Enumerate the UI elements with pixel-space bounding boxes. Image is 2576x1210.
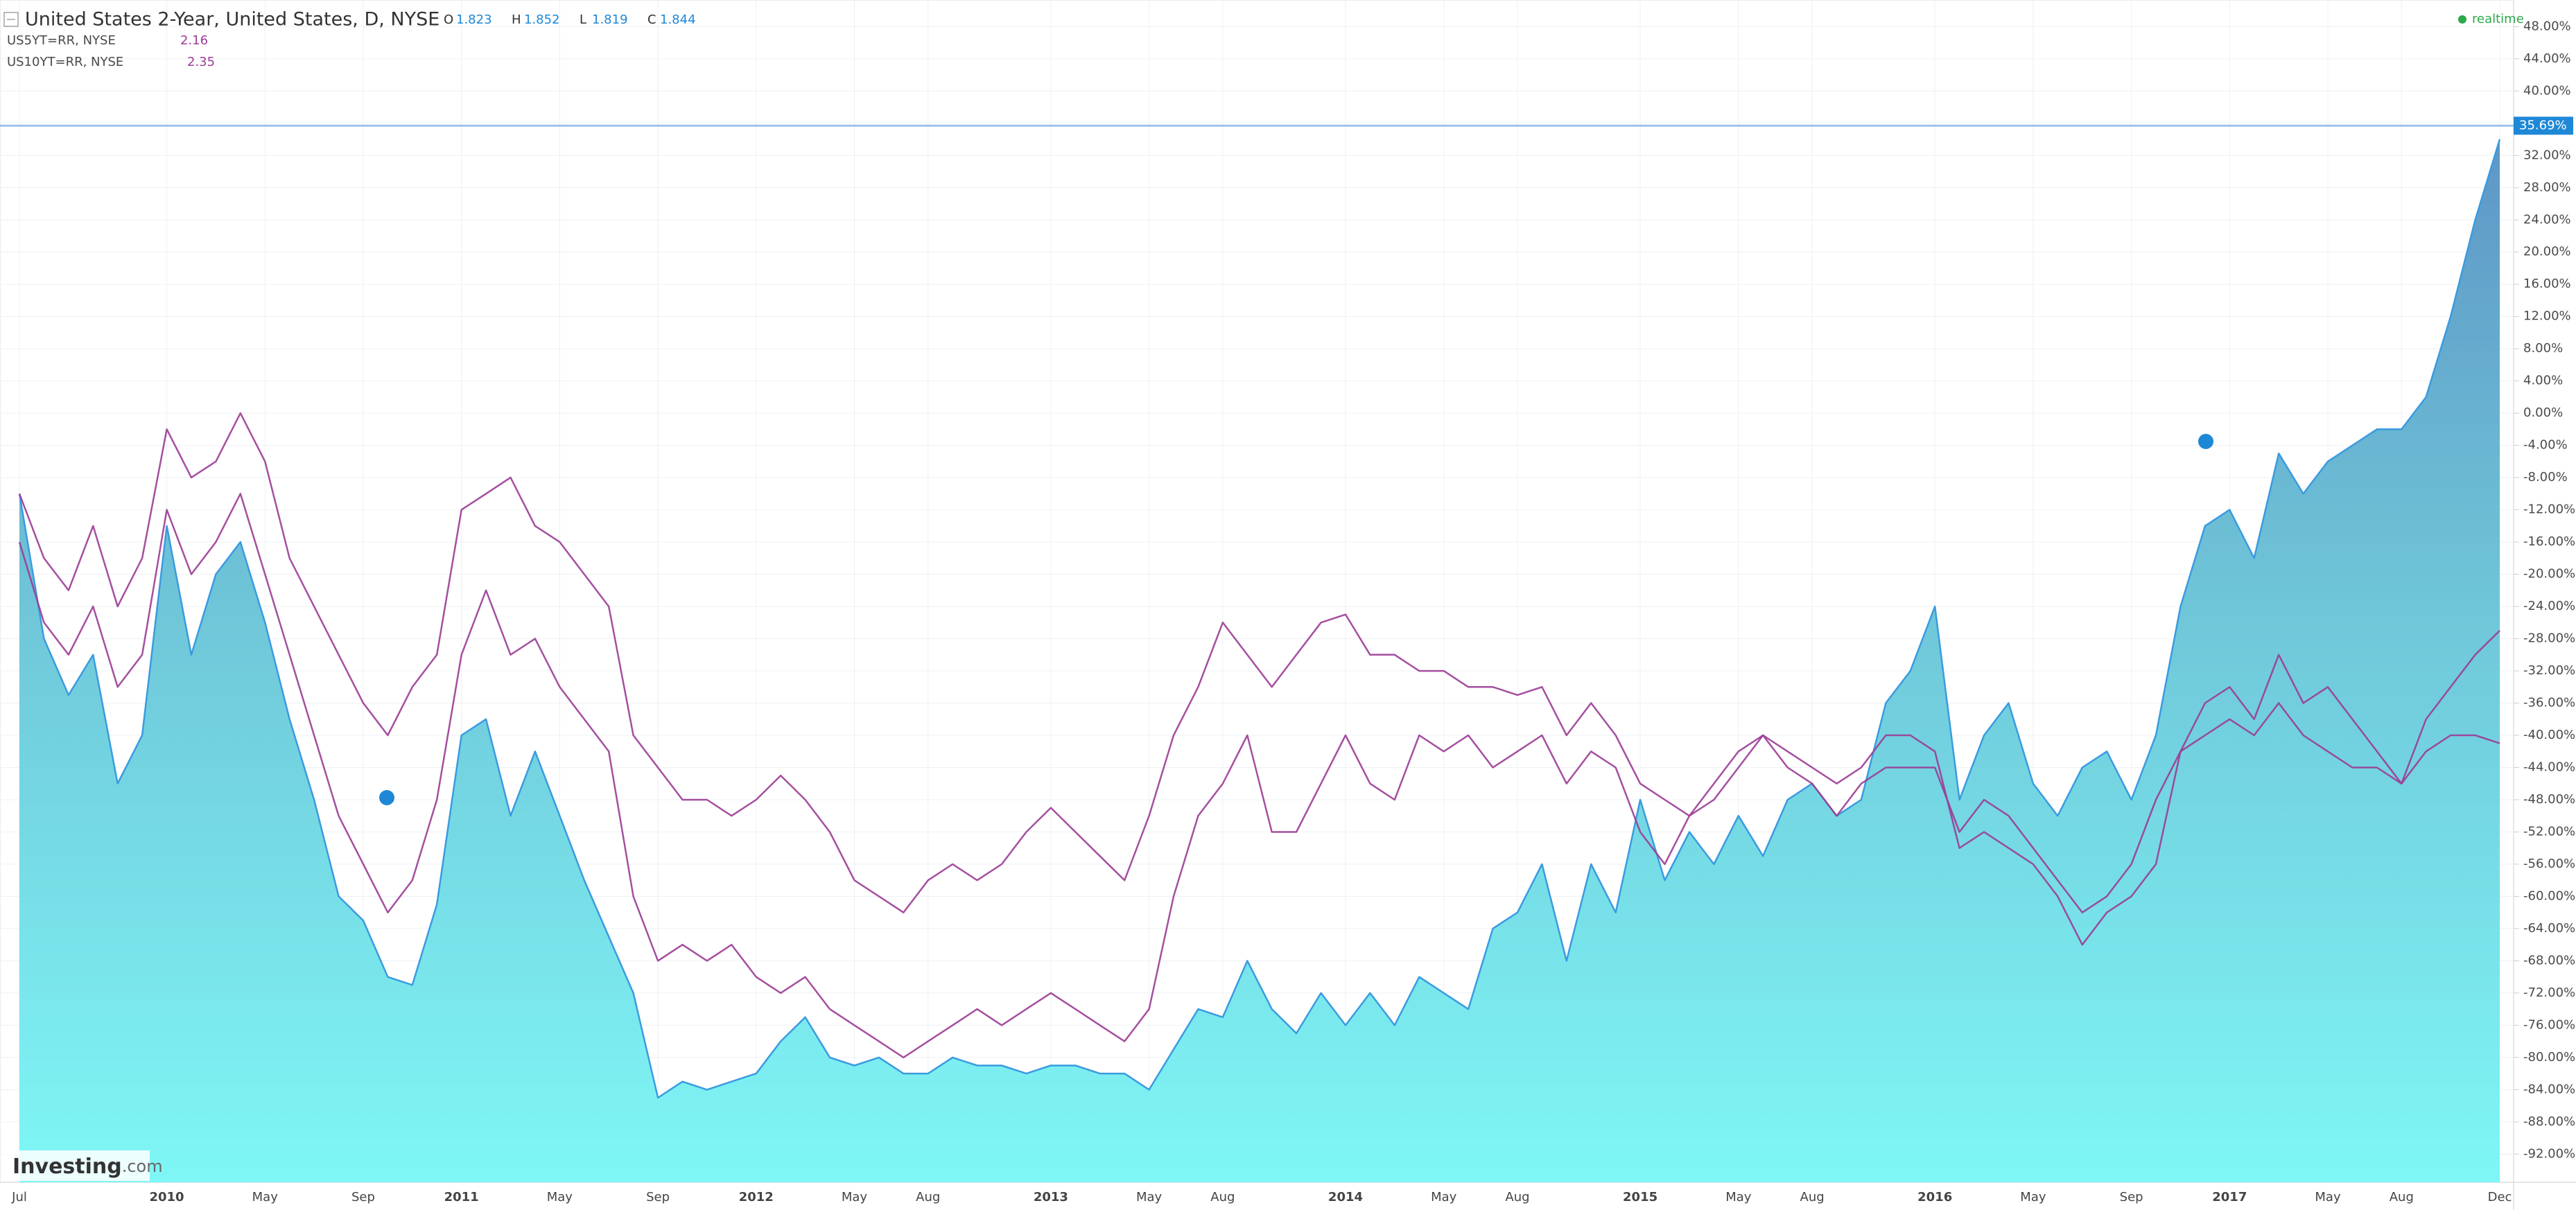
x-tick-label: May xyxy=(547,1190,573,1204)
ohlc-label: C xyxy=(647,12,656,27)
y-tick-label: 16.00% xyxy=(2523,277,2571,291)
y-tick-label: 28.00% xyxy=(2523,180,2571,195)
ohlc-value: 1.823 xyxy=(456,12,492,27)
x-tick-label: May xyxy=(1136,1190,1163,1204)
x-tick-label: May xyxy=(2315,1190,2341,1204)
legend-entry: US10YT=RR, NYSE xyxy=(7,55,123,69)
ohlc-value: 1.852 xyxy=(524,12,560,27)
x-tick-label: 2012 xyxy=(739,1190,774,1204)
logo-box xyxy=(4,1150,150,1181)
y-tick-label: -8.00% xyxy=(2523,470,2568,484)
x-tick-label: Sep xyxy=(2120,1190,2143,1204)
y-tick-label: -84.00% xyxy=(2523,1082,2575,1096)
area-line xyxy=(18,139,2501,1099)
x-tick-label: 2016 xyxy=(1917,1190,1952,1204)
logo-suffix: .com xyxy=(122,1157,163,1176)
series-line xyxy=(18,412,2500,946)
y-tick-label: -92.00% xyxy=(2523,1146,2575,1161)
y-tick-label: -88.00% xyxy=(2523,1114,2575,1129)
x-tick-label: Sep xyxy=(646,1190,670,1204)
x-tick-label: May xyxy=(2020,1190,2046,1204)
series-title: United States 2-Year, United States, D, … xyxy=(25,9,440,30)
ohlc-label: L xyxy=(580,12,586,27)
y-tick-label: -64.00% xyxy=(2523,921,2575,936)
x-tick-label: Aug xyxy=(916,1190,940,1204)
y-tick-label: -44.00% xyxy=(2523,760,2575,775)
x-tick-label: Dec xyxy=(2488,1190,2512,1204)
y-tick-label: 8.00% xyxy=(2523,341,2563,356)
y-tick-label: 4.00% xyxy=(2523,374,2563,388)
layer xyxy=(0,0,2514,1182)
status-dot xyxy=(2458,15,2466,24)
y-tick-label: 20.00% xyxy=(2523,245,2571,259)
y-tick-label: -28.00% xyxy=(2523,631,2575,646)
x-tick-label: 2013 xyxy=(1034,1190,1068,1204)
y-tick-label: -68.00% xyxy=(2523,953,2575,967)
x-tick-label: 2014 xyxy=(1328,1190,1363,1204)
y-tick-label: -76.00% xyxy=(2523,1017,2575,1032)
status: realtime xyxy=(2472,12,2524,26)
y-tick-label: 0.00% xyxy=(2523,405,2563,420)
x-tick-label: 2017 xyxy=(2212,1190,2247,1204)
y-tick-label: -12.00% xyxy=(2523,502,2575,517)
y-tick-label: 48.00% xyxy=(2523,19,2571,33)
legend-value: 2.16 xyxy=(180,33,208,48)
y-tick-label: -56.00% xyxy=(2523,857,2575,871)
legend-value: 2.35 xyxy=(187,55,215,69)
y-tick-label: -60.00% xyxy=(2523,888,2575,903)
x-tick-label: Sep xyxy=(351,1190,375,1204)
x-tick-label: May xyxy=(252,1190,279,1204)
y-tick-label: -32.00% xyxy=(2523,663,2575,678)
collapse-icon[interactable] xyxy=(3,12,19,27)
x-tick-label: 2011 xyxy=(444,1190,479,1204)
pin[interactable] xyxy=(2198,434,2213,449)
ohlc-value: 1.819 xyxy=(592,12,628,27)
x-tick-label: Aug xyxy=(1505,1190,1529,1204)
y-tick-label: 32.00% xyxy=(2523,148,2571,162)
y-tick-label: -48.00% xyxy=(2523,792,2575,807)
y-tick-label: -40.00% xyxy=(2523,728,2575,742)
ohlc-label: H xyxy=(512,12,521,27)
y-tick-label: -72.00% xyxy=(2523,985,2575,1000)
series-line xyxy=(18,493,2500,1059)
last-price-label: 35.69% xyxy=(2519,118,2567,132)
logo: Investing.com xyxy=(12,1155,163,1179)
y-tick-label: -20.00% xyxy=(2523,567,2575,581)
last-price-box xyxy=(2514,116,2573,135)
y-tick-label: -24.00% xyxy=(2523,599,2575,613)
x-tick-label: Aug xyxy=(1210,1190,1235,1204)
x-tick-label: 2010 xyxy=(149,1190,184,1204)
ohlc-label: O xyxy=(444,12,453,27)
x-tick-label: 2015 xyxy=(1623,1190,1657,1204)
y-tick-label: -52.00% xyxy=(2523,824,2575,839)
area-fill xyxy=(19,139,2500,1182)
y-tick-label: -4.00% xyxy=(2523,438,2568,453)
x-tick-label: Aug xyxy=(1800,1190,1825,1204)
x-tick-label: May xyxy=(842,1190,868,1204)
y-tick-label: -36.00% xyxy=(2523,696,2575,710)
y-tick-label: 44.00% xyxy=(2523,51,2571,66)
y-tick-label: 24.00% xyxy=(2523,212,2571,227)
y-tick-label: -16.00% xyxy=(2523,534,2575,549)
y-tick-label: -80.00% xyxy=(2523,1050,2575,1064)
x-tick-label: Jul xyxy=(11,1190,27,1204)
x-tick-label: Aug xyxy=(2390,1190,2414,1204)
y-tick-label: 12.00% xyxy=(2523,309,2571,324)
x-tick-label: May xyxy=(1431,1190,1457,1204)
x-tick-label: May xyxy=(1725,1190,1752,1204)
ohlc-value: 1.844 xyxy=(660,12,696,27)
logo-text: Investing xyxy=(12,1155,122,1179)
legend-entry: US5YT=RR, NYSE xyxy=(7,33,116,48)
y-tick-label: 40.00% xyxy=(2523,83,2571,98)
pin[interactable] xyxy=(379,790,394,805)
